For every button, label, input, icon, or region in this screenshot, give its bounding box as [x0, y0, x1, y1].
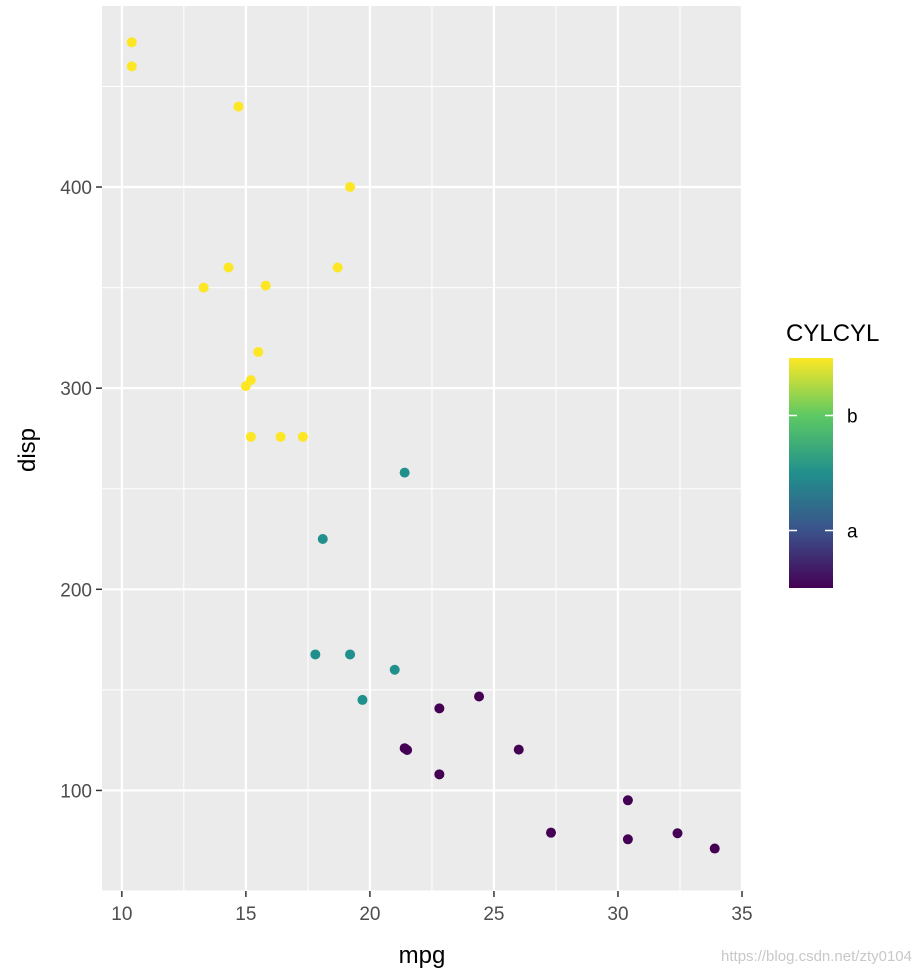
data-point	[126, 61, 137, 72]
data-point	[260, 280, 271, 291]
watermark: https://blog.csdn.net/zty0104	[721, 948, 912, 965]
data-point	[223, 262, 234, 273]
y-tick-label: 100	[60, 781, 92, 802]
data-point	[513, 744, 524, 755]
legend-label: a	[847, 522, 858, 543]
legend-title: CYLCYL	[786, 320, 879, 347]
data-point	[622, 834, 633, 845]
plot-panel	[102, 6, 742, 891]
data-point	[345, 649, 356, 660]
legend-ticks: ab	[789, 407, 858, 543]
data-point	[126, 37, 137, 48]
y-tick-label: 300	[60, 379, 92, 400]
data-point	[357, 694, 368, 705]
legend: CYLCYL ab	[786, 320, 879, 588]
data-point	[240, 381, 251, 392]
data-point	[434, 703, 445, 714]
data-point	[317, 534, 328, 545]
data-point	[434, 769, 445, 780]
x-axis: 10 15 20 25 30 35	[111, 891, 753, 925]
x-tick-label: 30	[607, 904, 628, 925]
data-points	[126, 37, 720, 854]
data-point	[297, 431, 308, 442]
data-point	[622, 795, 633, 806]
grid-lines	[102, 6, 744, 892]
data-point	[402, 745, 413, 756]
data-point	[345, 182, 356, 193]
x-tick-label: 25	[483, 904, 504, 925]
y-tick-label: 400	[60, 178, 92, 199]
x-tick-label: 35	[731, 904, 752, 925]
data-point	[332, 262, 343, 273]
legend-label: b	[847, 407, 858, 428]
y-axis: 100 200 300 400	[60, 178, 102, 802]
data-point	[474, 691, 485, 702]
data-point	[275, 431, 286, 442]
data-point	[709, 843, 720, 854]
data-point	[399, 467, 410, 478]
data-point	[545, 827, 556, 838]
legend-colorbar	[789, 358, 833, 588]
x-axis-title: mpg	[399, 942, 446, 969]
x-tick-label: 20	[359, 904, 380, 925]
data-point	[672, 828, 683, 839]
data-point	[198, 282, 209, 293]
y-axis-title: disp	[14, 428, 41, 472]
data-point	[245, 431, 256, 442]
data-point	[389, 664, 400, 675]
y-tick-label: 200	[60, 580, 92, 601]
x-tick-label: 15	[235, 904, 256, 925]
data-point	[253, 346, 264, 357]
data-point	[233, 101, 244, 112]
data-point	[310, 649, 321, 660]
x-tick-label: 10	[111, 904, 132, 925]
